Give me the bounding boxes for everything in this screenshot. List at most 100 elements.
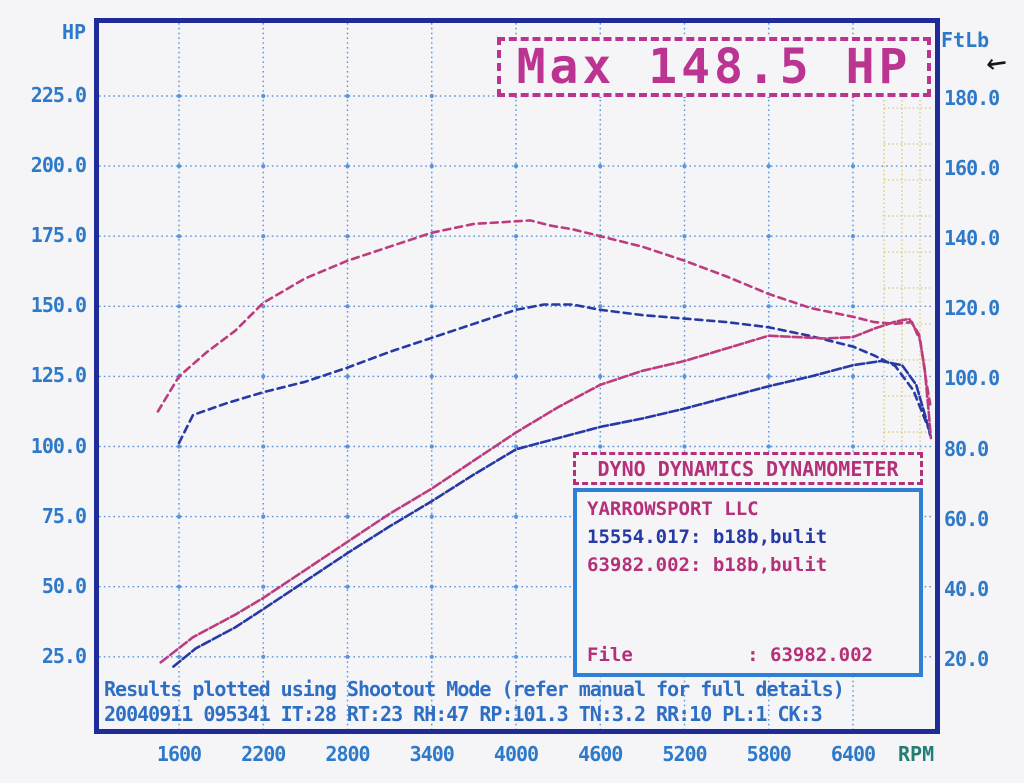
x-ticks-label: 1600	[156, 742, 202, 766]
legend-run-15554: 15554.017: b18b,bulit	[587, 526, 828, 548]
grid-intersection-marker	[598, 444, 603, 449]
grid-intersection-marker	[261, 584, 266, 589]
grid-intersection-marker	[850, 304, 856, 309]
grid-intersection-marker	[429, 654, 434, 659]
grid-intersection-marker	[261, 93, 266, 99]
curve-3-torque	[156, 219, 932, 413]
grid-intersection-marker	[513, 164, 519, 169]
curve-2-power	[159, 317, 933, 664]
grid-intersection-marker	[176, 444, 182, 449]
grid-intersection-marker	[766, 164, 771, 169]
grid-intersection-marker	[345, 304, 350, 309]
left-ticks-label: 175.0	[30, 223, 87, 248]
grid-intersection-marker	[429, 234, 434, 239]
grid-intersection-marker	[261, 444, 266, 449]
grid-intersection-marker	[850, 234, 856, 239]
grid-intersection-marker	[261, 234, 266, 239]
legend-header: DYNO DYNAMICS DYNAMOMETER	[573, 452, 923, 485]
grid-intersection-marker	[766, 374, 771, 379]
legend-run-63982: 63982.002: b18b,bulit	[587, 554, 828, 576]
grid-intersection-marker	[513, 584, 519, 589]
grid-intersection-marker	[682, 234, 687, 239]
grid-intersection-marker	[682, 374, 687, 379]
x-ticks-label: 2200	[241, 742, 286, 766]
grid-intersection-marker	[598, 164, 603, 169]
grid-intersection-marker	[345, 584, 350, 589]
grid-intersection-marker	[261, 374, 266, 379]
grid-intersection-marker	[429, 514, 434, 519]
grid-intersection-marker	[598, 374, 603, 379]
grid-intersection-marker	[766, 444, 771, 449]
grid-intersection-marker	[513, 654, 519, 659]
grid-intersection-marker	[345, 444, 350, 449]
right-ticks-label: 120.0	[944, 296, 1000, 321]
curve-1-torque	[177, 303, 931, 445]
left-ticks-label: 75.0	[41, 503, 87, 528]
right-ticks-label: 100.0	[944, 366, 1000, 391]
grid-intersection-marker	[261, 164, 266, 169]
grid-intersection-marker	[176, 164, 182, 169]
grid-intersection-marker	[850, 444, 856, 449]
right-ticks-label: 20.0	[944, 646, 989, 671]
right-ticks-label: 60.0	[944, 506, 989, 531]
legend-file-line: File : 63982.002	[587, 644, 873, 666]
grid-intersection-marker	[513, 514, 519, 519]
grid-intersection-marker	[176, 584, 182, 589]
grid-intersection-marker	[682, 444, 687, 449]
grid-intersection-marker	[766, 304, 771, 309]
grid-intersection-marker	[429, 93, 434, 99]
grid-intersection-marker	[429, 444, 434, 449]
right-ticks-label: 160.0	[944, 156, 1000, 181]
left-ticks-label: 50.0	[41, 573, 87, 598]
left-ticks-label: 100.0	[30, 433, 87, 458]
grid-intersection-marker	[176, 234, 182, 239]
grid-intersection-marker	[598, 304, 603, 309]
grid-intersection-marker	[513, 374, 519, 379]
grid-intersection-marker	[429, 164, 434, 169]
right-ticks-label: 140.0	[944, 226, 1000, 251]
max-hp-banner: Max 148.5 HP	[497, 37, 931, 97]
grid-intersection-marker	[682, 164, 687, 169]
grid-intersection-marker	[261, 514, 266, 519]
x-ticks-label: 6400	[830, 742, 876, 766]
grid-intersection-marker	[682, 304, 687, 309]
grid-intersection-marker	[766, 234, 771, 239]
x-ticks-label: 5800	[746, 742, 792, 766]
grid-intersection-marker	[345, 234, 350, 239]
right-ticks-label: 40.0	[944, 576, 989, 601]
legend-owner: YARROWSPORT LLC	[587, 498, 759, 520]
left-ticks-label: 125.0	[30, 363, 87, 388]
rpm-axis-title: RPM	[898, 742, 935, 766]
legend-box: YARROWSPORT LLC 15554.017: b18b,bulit 63…	[573, 488, 923, 677]
grid-intersection-marker	[850, 374, 856, 379]
hp-axis-title: HP	[62, 20, 87, 44]
grid-intersection-marker	[429, 374, 434, 379]
grid-intersection-marker	[850, 164, 856, 169]
x-ticks-label: 2800	[325, 742, 370, 766]
x-ticks-label: 3400	[409, 742, 455, 766]
ftlb-axis-title: FtLb	[941, 28, 990, 52]
left-ticks-label: 150.0	[30, 293, 87, 318]
grid-intersection-marker	[176, 514, 182, 519]
grid-intersection-marker	[345, 514, 350, 519]
grid-intersection-marker	[513, 444, 519, 449]
grid-intersection-marker	[513, 304, 519, 309]
grid-intersection-marker	[345, 654, 350, 659]
footer-stats: 20040911 095341 IT:28 RT:23 RH:47 RP:101…	[104, 702, 823, 726]
left-ticks-label: 25.0	[41, 643, 87, 668]
grid-intersection-marker	[261, 654, 266, 659]
left-ticks-label: 200.0	[30, 153, 87, 178]
grid-intersection-marker	[429, 304, 434, 309]
grid-intersection-marker	[176, 654, 182, 659]
right-ticks-label: 180.0	[944, 86, 1000, 110]
right-ticks-label: 80.0	[944, 436, 989, 461]
grid-intersection-marker	[345, 374, 350, 379]
x-ticks-label: 4000	[493, 742, 539, 766]
x-ticks-label: 5200	[662, 742, 707, 766]
grid-intersection-marker	[176, 304, 182, 309]
left-ticks-label: 225.0	[30, 83, 87, 107]
grid-intersection-marker	[345, 93, 350, 99]
grid-intersection-marker	[429, 584, 434, 589]
footer-note: Results plotted using Shootout Mode (ref…	[104, 677, 845, 701]
